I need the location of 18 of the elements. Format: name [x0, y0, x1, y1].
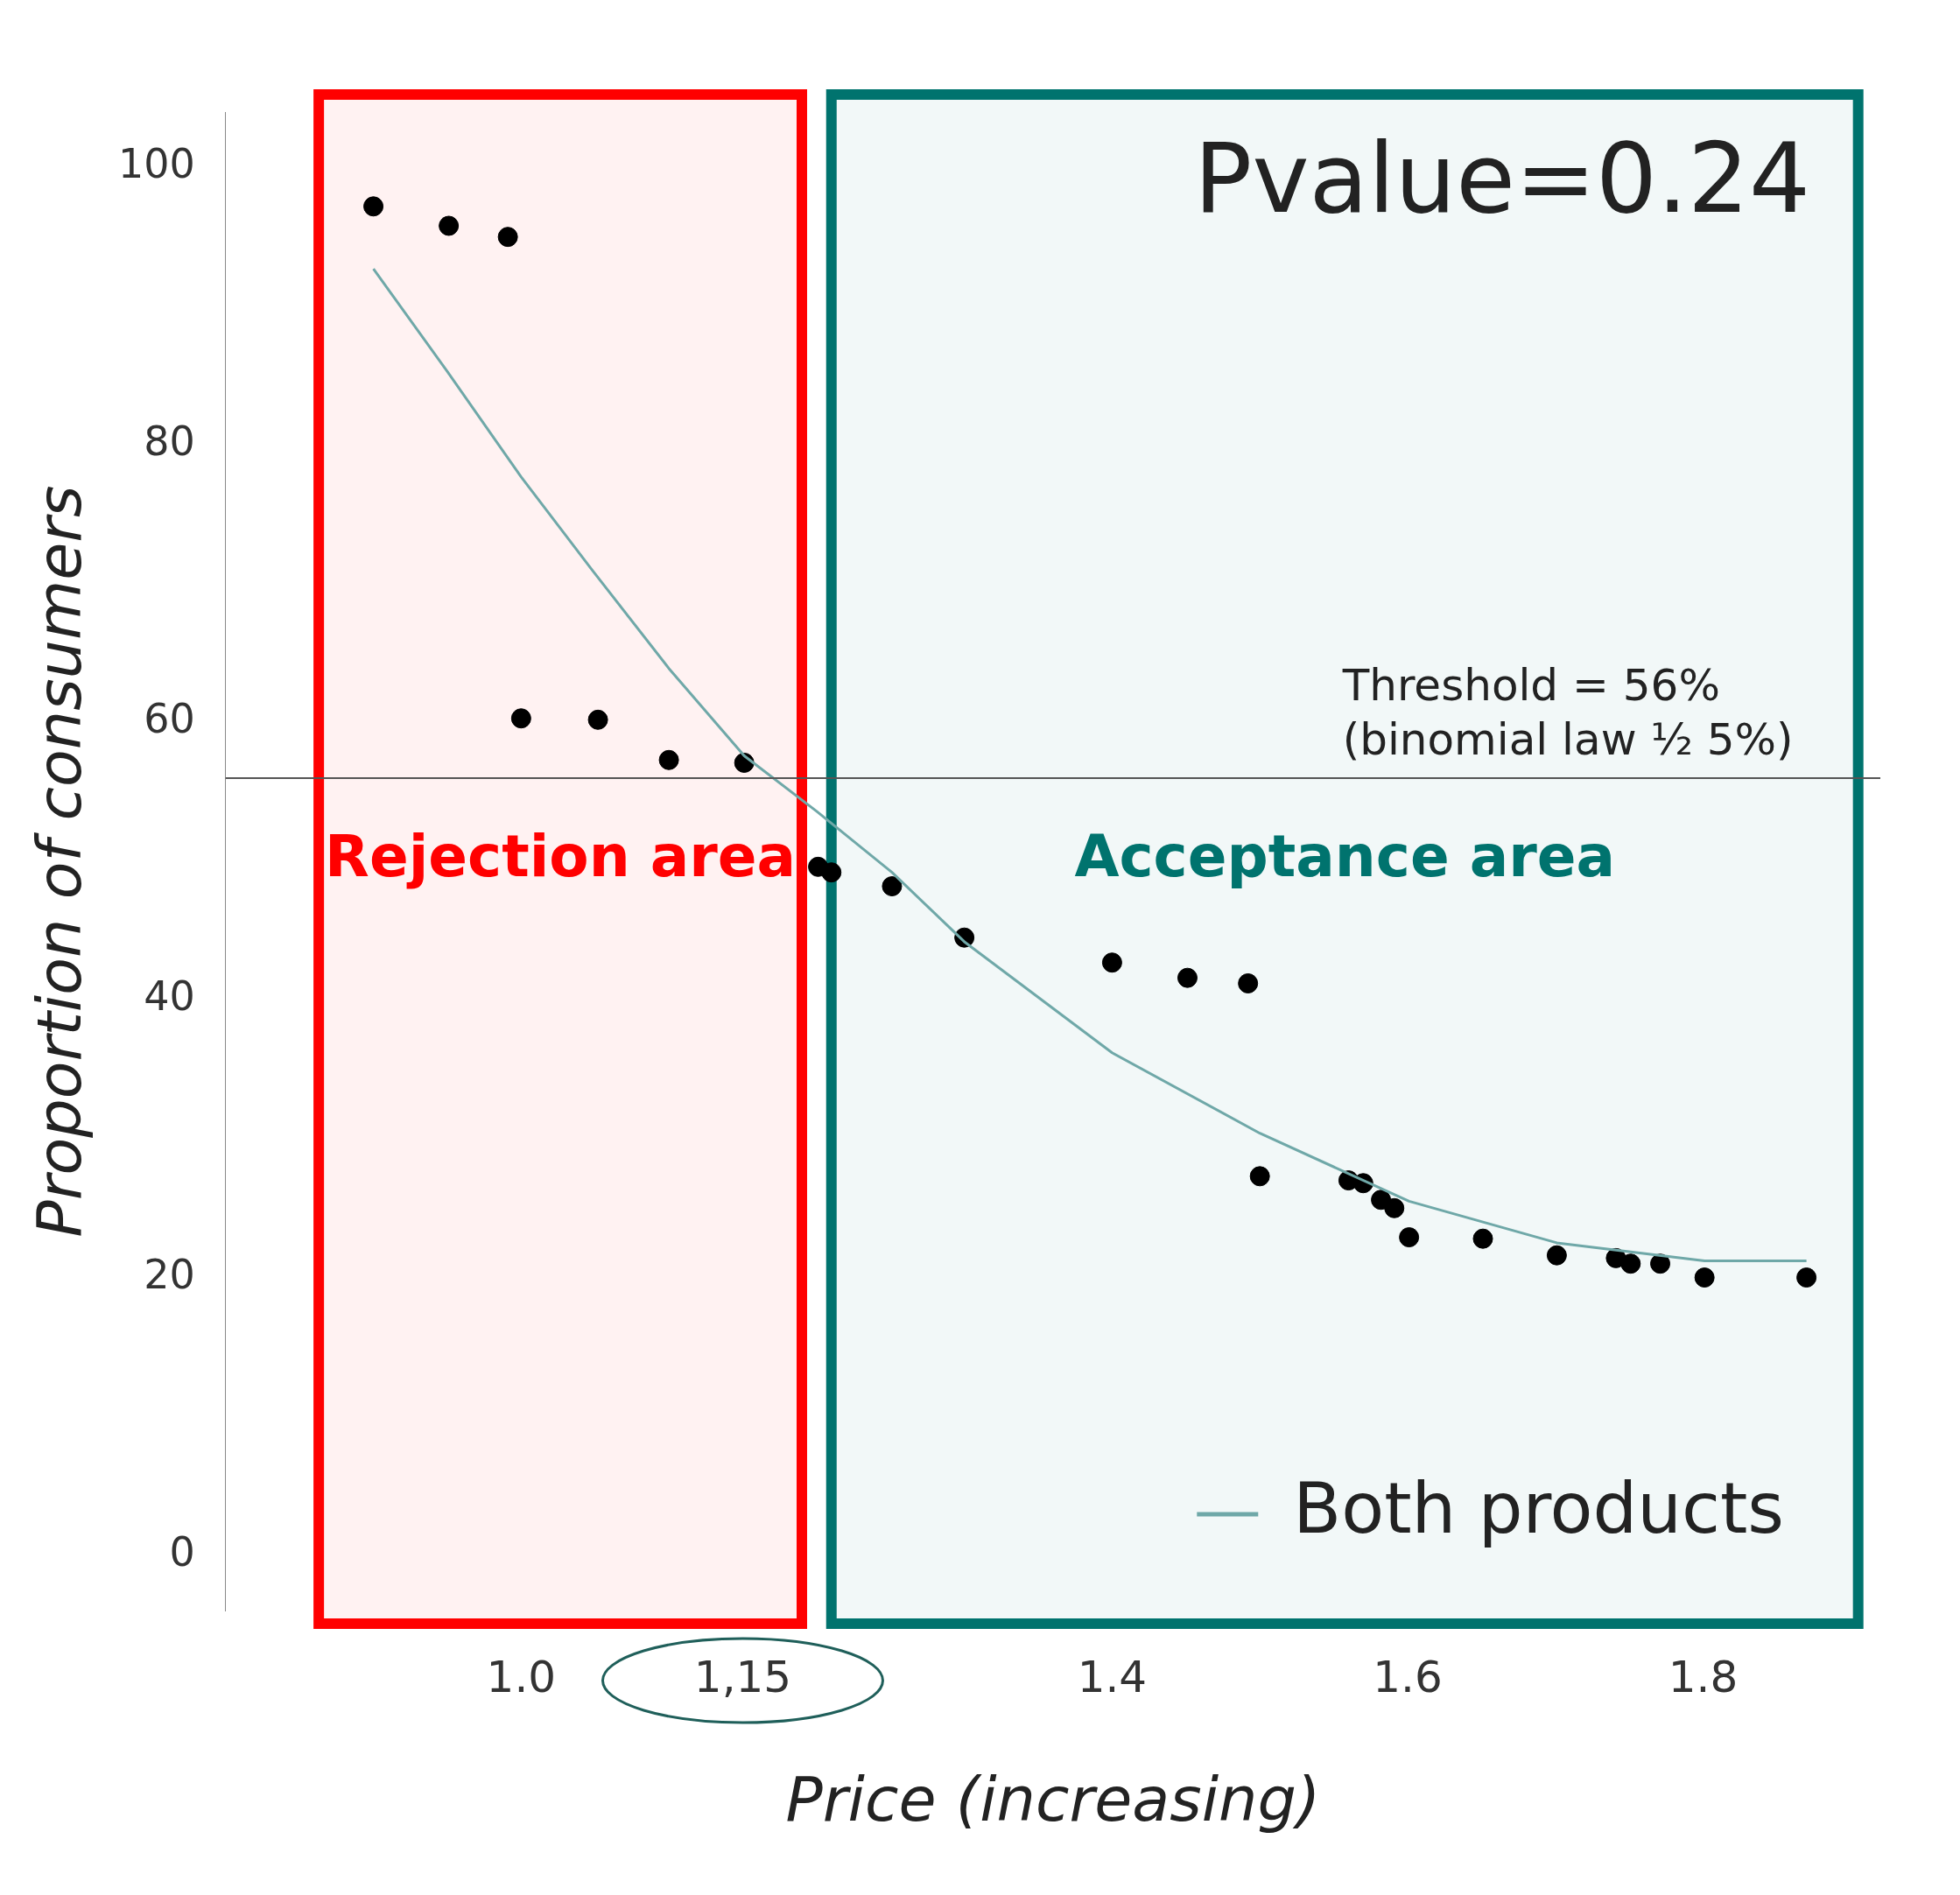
y-tick-label: 0	[169, 1527, 195, 1576]
y-axis-title: Proportion of consumers	[24, 485, 96, 1238]
x-tick-label: 1.6	[1373, 1651, 1443, 1702]
y-tick-label: 40	[144, 972, 195, 1021]
x-tick-label: 1.8	[1668, 1651, 1739, 1702]
ref-line-label: Threshold = 56% (binomial law ½ 5%)	[1341, 659, 1794, 765]
annotation: Pvalue=0.24	[1194, 122, 1810, 235]
y-tick-label: 20	[144, 1250, 195, 1298]
x-tick-label: 1.4	[1077, 1651, 1148, 1702]
x-tick-label: 1,15	[693, 1651, 792, 1702]
x-axis-title: Price (increasing)	[785, 1764, 1321, 1836]
x-tick-label: 1.0	[486, 1651, 557, 1702]
legend-label: Both products	[1293, 1467, 1784, 1549]
y-tick-label: 100	[117, 140, 195, 188]
band-label: Acceptance area	[1074, 823, 1616, 891]
y-tick-label: 60	[144, 695, 195, 743]
y-tick-label: 80	[144, 418, 195, 466]
band-label: Rejection area	[325, 823, 797, 891]
